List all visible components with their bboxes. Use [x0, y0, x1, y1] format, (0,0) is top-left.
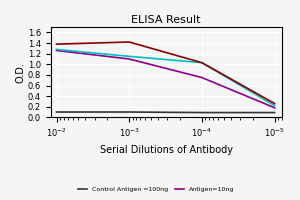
Legend: Control Antigen =100ng, Antigen=10ng: Control Antigen =100ng, Antigen=10ng: [75, 184, 237, 195]
X-axis label: Serial Dilutions of Antibody: Serial Dilutions of Antibody: [100, 145, 233, 155]
Legend: Antigen=50ng, Antigen=100ng: Antigen=50ng, Antigen=100ng: [89, 198, 223, 200]
Title: ELISA Result: ELISA Result: [131, 15, 201, 25]
Y-axis label: O.D.: O.D.: [15, 62, 25, 83]
